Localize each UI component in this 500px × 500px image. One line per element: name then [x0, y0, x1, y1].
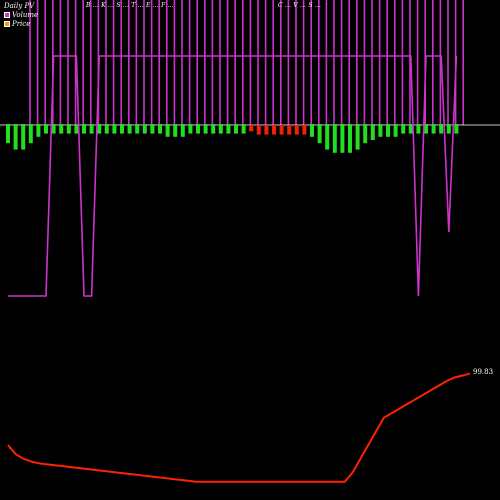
histogram-bar — [249, 125, 254, 132]
histogram-bar — [97, 124, 102, 134]
histogram-bar — [416, 124, 421, 134]
histogram-bar — [104, 124, 109, 134]
volume-swatch — [4, 12, 10, 18]
histogram-bar — [424, 124, 428, 134]
histogram-bar — [310, 124, 314, 137]
histogram-bar — [401, 124, 406, 134]
histogram-bar — [317, 124, 322, 144]
histogram-bar — [408, 124, 413, 134]
histogram-bar — [446, 124, 451, 134]
price-line — [7, 372, 471, 483]
histogram-bar — [348, 124, 352, 153]
histogram-bar — [256, 125, 261, 135]
histogram-bar — [44, 124, 48, 134]
chart-header-left: B ... K ... S ... T ... E ... F ... — [86, 2, 174, 9]
histogram-bar — [218, 124, 223, 134]
histogram-bar — [272, 125, 276, 135]
volume-line — [8, 55, 458, 297]
price-swatch — [4, 21, 10, 27]
histogram-bar — [120, 124, 124, 134]
histogram-bar — [454, 124, 459, 134]
histogram-bar — [287, 125, 292, 135]
histogram-bar — [386, 124, 390, 137]
histogram-bar — [378, 124, 383, 137]
histogram-bar — [196, 124, 200, 134]
histogram-bar — [89, 124, 94, 134]
histogram-bar — [158, 124, 162, 134]
histogram-bar — [59, 124, 64, 134]
histogram-bar — [431, 124, 436, 134]
histogram-bar — [370, 124, 375, 140]
histogram-bar — [294, 125, 299, 135]
histogram-bar — [13, 124, 18, 150]
histogram-bar — [180, 124, 185, 137]
histogram-bar — [363, 124, 368, 144]
histogram-bar — [66, 124, 71, 134]
legend-title: Daily PV — [4, 2, 35, 10]
histogram-bar — [36, 124, 41, 137]
chart-header-right: C ... V ... S ... — [278, 2, 322, 9]
histogram-bar — [6, 124, 10, 144]
histogram-bar — [203, 124, 208, 134]
histogram-bar — [74, 124, 79, 134]
histogram-bar — [226, 124, 231, 134]
histogram-bar — [150, 124, 155, 134]
legend-price-label: Price — [12, 20, 31, 28]
histogram-bar — [332, 124, 337, 153]
last-price-label: 99.83 — [473, 368, 494, 376]
histogram-bar — [264, 125, 269, 135]
histogram-bar — [28, 124, 33, 144]
histogram-bar — [279, 125, 284, 135]
histogram-bar — [439, 124, 444, 134]
histogram-bar — [112, 124, 117, 134]
histogram-bar — [325, 124, 330, 150]
legend-price-entry: Price — [4, 20, 38, 29]
histogram-bar — [51, 124, 56, 134]
histogram-bar — [82, 124, 86, 134]
histogram-bar — [211, 124, 216, 134]
chart-legend: Daily PV Volume Price — [4, 2, 38, 29]
histogram-bar — [188, 124, 193, 134]
histogram-bar — [234, 124, 238, 134]
histogram-bar — [173, 124, 178, 137]
histogram-bar — [21, 124, 26, 150]
histogram-bar — [340, 124, 345, 153]
histogram-bar — [127, 124, 132, 134]
histogram-bar — [165, 124, 170, 137]
histogram-bar — [142, 124, 147, 134]
histogram-bar — [241, 124, 246, 134]
histogram-bar — [393, 124, 398, 137]
legend-volume-label: Volume — [12, 11, 39, 19]
histogram-bar — [355, 124, 360, 150]
histogram-bar — [302, 125, 307, 135]
legend-volume-entry: Volume — [4, 11, 38, 20]
histogram-bar — [135, 124, 140, 134]
